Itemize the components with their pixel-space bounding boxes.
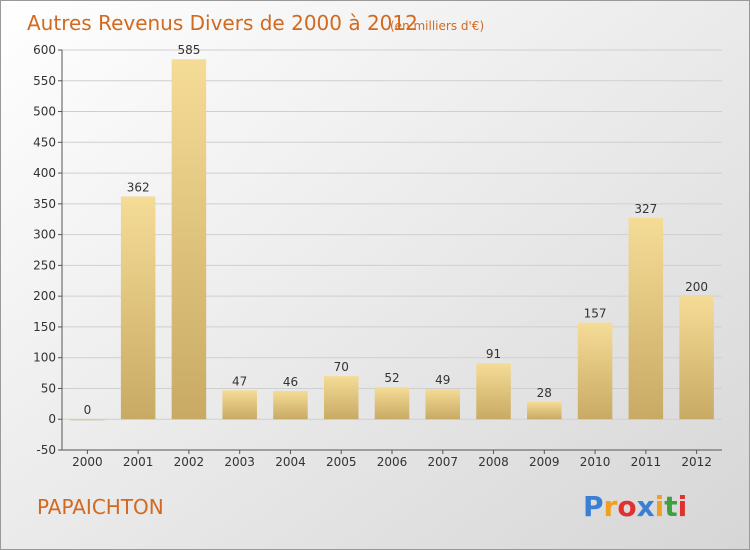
bar-2012 — [679, 296, 714, 420]
bars — [70, 59, 714, 421]
commune-name: PAPAICHTON — [37, 495, 164, 519]
y-tick-label: 600 — [33, 43, 56, 57]
y-tick-label: 100 — [33, 351, 56, 365]
logo-letter: t — [664, 490, 677, 523]
bar-2007 — [425, 389, 461, 420]
bar-2010 — [577, 322, 613, 420]
value-label-2004: 46 — [283, 375, 298, 389]
y-tick-label: 450 — [33, 135, 56, 149]
proxiti-logo: Proxiti — [583, 490, 687, 523]
y-tick-label: 300 — [33, 228, 56, 242]
logo-letter: o — [617, 490, 636, 523]
bar-2002 — [171, 59, 207, 420]
value-labels: 0 362 585 47 46 70 52 49 91 28 157 327 200 — [84, 43, 709, 417]
value-label-2012: 200 — [685, 280, 708, 294]
value-label-2005: 70 — [334, 360, 349, 374]
bar-2000 — [70, 419, 105, 421]
x-tick-label: 2005 — [326, 455, 357, 469]
y-tick-label: 200 — [33, 289, 56, 303]
logo-letter: P — [583, 490, 604, 523]
bar-2009 — [527, 402, 562, 420]
y-tick-label: 150 — [33, 320, 56, 334]
chart-subtitle: (en milliers d'€) — [390, 19, 484, 33]
bar-2006 — [374, 387, 410, 420]
x-tick-label: 2011 — [631, 455, 662, 469]
logo-letter: x — [637, 490, 655, 523]
x-tick-label: 2012 — [681, 455, 712, 469]
y-tick-label: 50 — [41, 381, 56, 395]
value-label-2007: 49 — [435, 373, 450, 387]
chart-title: Autres Revenus Divers de 2000 à 2012 — [27, 11, 418, 35]
y-tick-label: 0 — [48, 412, 56, 426]
x-tick-label: 2002 — [174, 455, 205, 469]
logo-letter: i — [678, 490, 688, 523]
value-label-2011: 327 — [634, 202, 657, 216]
y-tick-label: 500 — [33, 105, 56, 119]
y-tick-label: -50 — [36, 443, 56, 457]
bar-2011 — [628, 218, 664, 420]
logo-letter: r — [604, 490, 618, 523]
value-label-2001: 362 — [127, 180, 150, 194]
y-tick-label: 350 — [33, 197, 56, 211]
bar-2004 — [273, 390, 308, 420]
value-label-2009: 28 — [537, 386, 552, 400]
x-tick-label: 2008 — [478, 455, 509, 469]
value-label-2008: 91 — [486, 347, 501, 361]
x-tick-label: 2009 — [529, 455, 560, 469]
value-label-2002: 585 — [177, 43, 200, 57]
bar-2001 — [120, 196, 156, 420]
value-label-2010: 157 — [584, 307, 607, 321]
bar-2005 — [323, 376, 359, 420]
y-tick-label: 400 — [33, 166, 56, 180]
x-tick-label: 2010 — [580, 455, 611, 469]
bar-2003 — [222, 390, 257, 420]
value-label-2006: 52 — [384, 371, 399, 385]
x-tick-label: 2000 — [72, 455, 103, 469]
y-tick-label: 550 — [33, 74, 56, 88]
x-tick-label: 2001 — [123, 455, 154, 469]
axes: -50 0 50 100 150 200 250 300 350 400 450 500 550 600 2… — [33, 43, 722, 469]
x-tick-label: 2007 — [427, 455, 458, 469]
value-label-2000: 0 — [84, 403, 92, 417]
y-tick-label: 250 — [33, 258, 56, 272]
x-tick-label: 2006 — [377, 455, 408, 469]
logo-letter: i — [655, 490, 665, 523]
x-tick-label: 2003 — [224, 455, 255, 469]
x-tick-label: 2004 — [275, 455, 306, 469]
bar-2008 — [476, 363, 511, 420]
value-label-2003: 47 — [232, 374, 247, 388]
